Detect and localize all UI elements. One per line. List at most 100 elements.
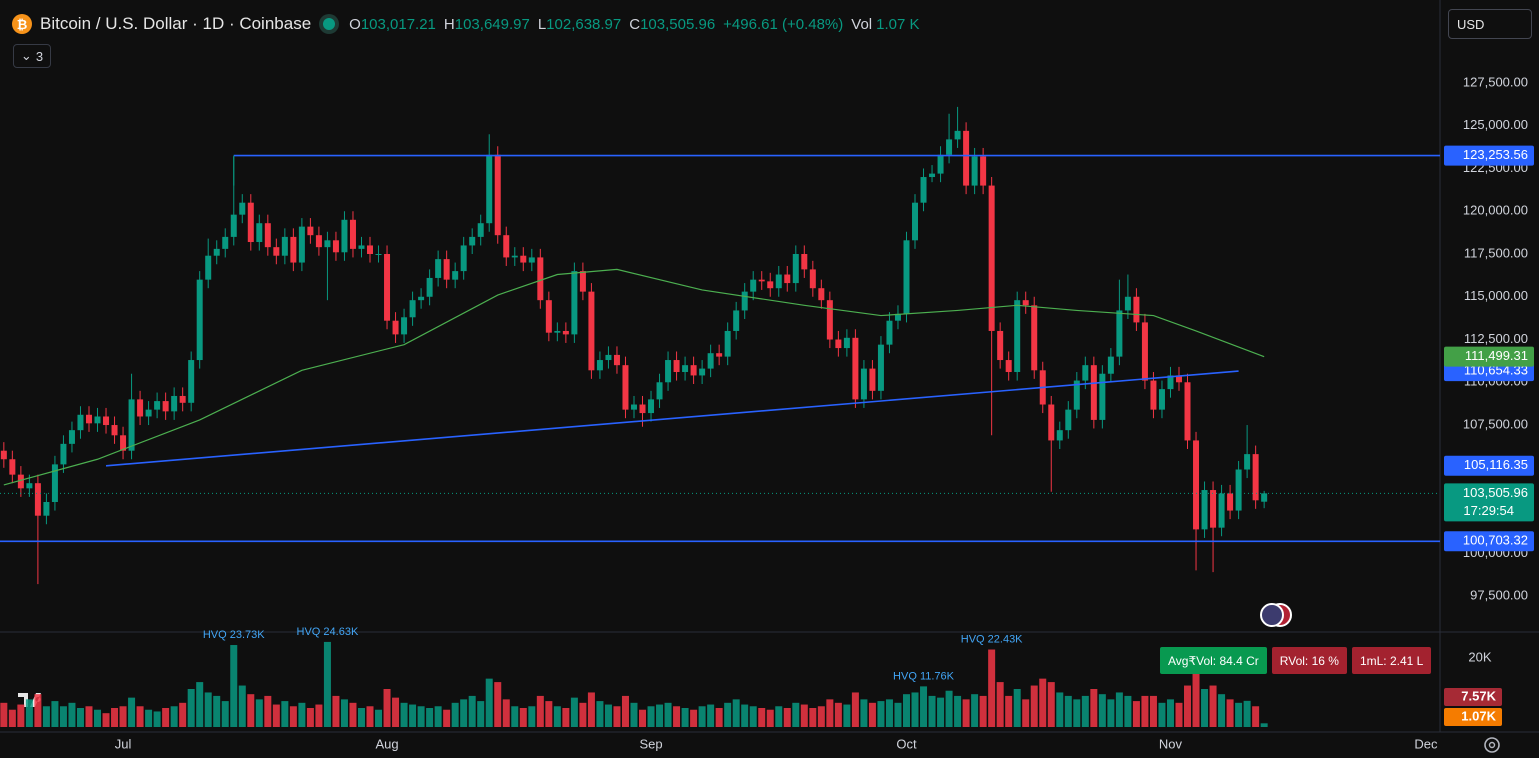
volume-bar (928, 695, 936, 727)
candle-body (222, 236, 229, 249)
candle-body (1141, 322, 1148, 381)
volume-bar (1064, 695, 1072, 727)
volume-bar (732, 699, 740, 727)
volume-bar (111, 708, 119, 727)
volume-bar (630, 702, 638, 727)
candle-body (43, 502, 50, 516)
h-label: H (443, 15, 455, 33)
volume-bar (102, 713, 110, 727)
candle-body (682, 365, 689, 373)
close: 103,505.96 (640, 15, 716, 33)
candle-body (562, 330, 569, 335)
high: 103,649.97 (454, 15, 530, 33)
candle-body (409, 300, 416, 318)
volume-bar (1235, 702, 1243, 727)
candle-body (384, 253, 391, 321)
volume-bar (255, 699, 263, 727)
candle-body (673, 360, 680, 373)
indicator-count: 3 (35, 48, 44, 64)
volume-bar (1166, 699, 1174, 727)
volume-bar (451, 702, 459, 727)
volume-bar (707, 704, 715, 727)
volume-bar (553, 706, 561, 727)
volume-bar (213, 695, 221, 727)
x-tick-label: Dec (1414, 736, 1438, 751)
candle-body (571, 271, 578, 335)
candle-body (196, 279, 203, 361)
candle-body (68, 430, 75, 444)
x-tick-label: Jul (115, 736, 132, 751)
volume-bar (426, 708, 434, 727)
volume-bar (1260, 723, 1268, 727)
candle-body (630, 404, 637, 410)
volume-bar (1073, 699, 1081, 727)
volume-bar (604, 704, 612, 727)
currency-select[interactable]: USD (1448, 9, 1532, 39)
volume-bar (332, 695, 340, 727)
volume-bar (1005, 695, 1013, 727)
volume-bar (230, 645, 238, 727)
volume-bar (153, 711, 161, 727)
open: 103,017.21 (360, 15, 436, 33)
volume-bar (94, 709, 102, 727)
volume-bar (528, 706, 536, 727)
indicator-toggle[interactable]: ⌄ 3 (13, 44, 51, 68)
volume-bar (613, 706, 621, 727)
volume-bar (1115, 692, 1123, 727)
symbol[interactable]: Bitcoin / U.S. Dollar · 1D · Coinbase (40, 14, 312, 33)
volume-bar (954, 695, 962, 727)
volume-bar (383, 689, 391, 727)
volume-bar (76, 708, 84, 727)
candle-body (0, 450, 7, 460)
volume-bar (1201, 689, 1209, 727)
volume-bar (1124, 695, 1132, 727)
volume-bar (460, 699, 468, 727)
volume-bar (145, 709, 153, 727)
candle-body (9, 459, 16, 475)
settings-icon[interactable] (1484, 737, 1500, 753)
volume-bar (1149, 695, 1157, 727)
candle-body (971, 156, 978, 186)
candle-body (1184, 382, 1191, 441)
candle-body (1073, 380, 1080, 410)
volume-bar (502, 699, 510, 727)
candle-body (929, 173, 936, 178)
volume-bar (221, 701, 229, 727)
o-label: O (349, 15, 361, 33)
volume-bar (375, 709, 383, 727)
volume-bar (860, 699, 868, 727)
candle-body (980, 156, 987, 186)
volume-bar (656, 704, 664, 727)
volume-bar (1056, 692, 1064, 727)
volume-bar (1090, 689, 1098, 727)
volume-bar (1226, 699, 1234, 727)
candle-body (111, 425, 118, 436)
volume-bar (826, 699, 834, 727)
candle-body (1218, 493, 1225, 528)
candle-body (1014, 300, 1021, 373)
volume-bar (289, 706, 297, 727)
candle-body (733, 310, 740, 331)
candle-body (886, 320, 893, 345)
volume-bar (0, 702, 8, 727)
volume-bar (1022, 699, 1030, 727)
candle-body (758, 279, 765, 282)
candle-body (1193, 440, 1200, 530)
candle-body (724, 330, 731, 357)
candle-body (375, 253, 382, 255)
candle-body (281, 236, 288, 256)
y-tick-label: 107,500.00 (1463, 416, 1528, 431)
volume-bar (119, 706, 127, 727)
volume-label: 7.57K (1461, 688, 1496, 703)
candle-body (937, 154, 944, 174)
candle-body (77, 414, 84, 431)
candle-body (988, 185, 995, 331)
candle-body (1252, 454, 1259, 501)
volume-bar (758, 708, 766, 727)
volume-bar (749, 706, 757, 727)
volume-bar (1158, 702, 1166, 727)
candle-body (963, 130, 970, 186)
candle-body (367, 245, 374, 254)
candle-body (290, 236, 297, 263)
candle-body (767, 281, 774, 289)
